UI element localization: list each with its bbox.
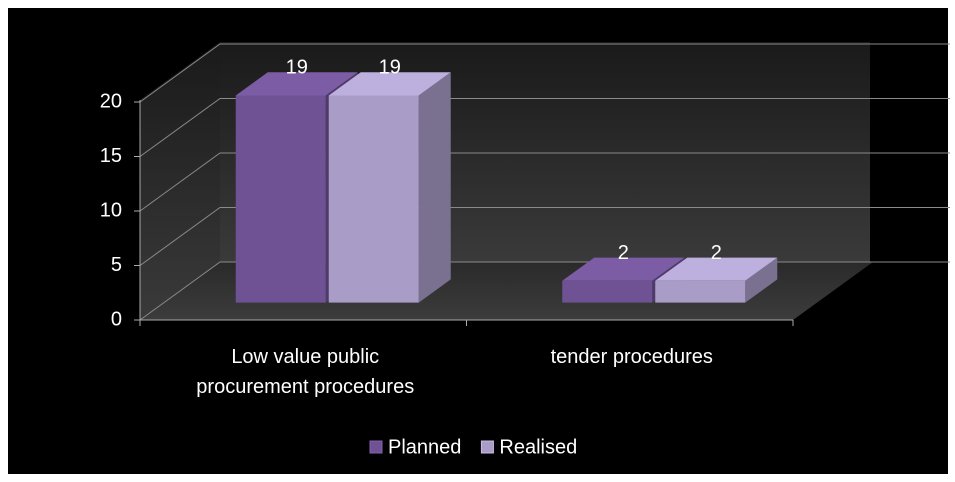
bar (235, 95, 326, 303)
bar (655, 280, 746, 303)
data-label: 19 (379, 57, 401, 79)
y-tick-label: 20 (100, 90, 122, 112)
grid-line (139, 207, 950, 266)
y-tick-label: 10 (100, 199, 122, 221)
grid-line (139, 98, 950, 157)
x-tick-label: Low value public procurement procedures (196, 346, 415, 398)
legend-label: Realised (499, 436, 577, 458)
grid-line (139, 43, 950, 103)
data-label: 2 (618, 242, 629, 264)
legend-swatch (369, 440, 383, 454)
data-label: 2 (711, 242, 722, 264)
bar (562, 280, 653, 303)
bar-side (418, 72, 451, 303)
bar-top (328, 72, 451, 96)
x-tick-label: tender procedures (550, 346, 713, 368)
data-label: 19 (286, 57, 308, 79)
bar-top (655, 257, 778, 281)
bar-side (745, 257, 778, 303)
legend-swatch (480, 440, 494, 454)
bar-top (235, 72, 358, 96)
legend-label: Planned (388, 436, 461, 458)
bar-top (562, 257, 685, 281)
grid-line (139, 152, 950, 212)
y-tick-label: 0 (111, 308, 122, 330)
y-tick-label: 15 (100, 145, 122, 167)
y-tick-label: 5 (111, 254, 122, 276)
bar (328, 95, 419, 303)
